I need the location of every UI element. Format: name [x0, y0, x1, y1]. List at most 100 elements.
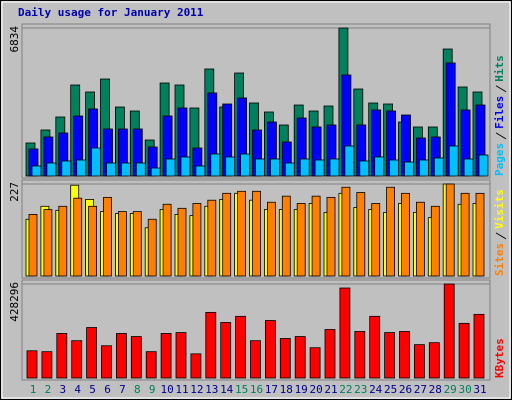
legend-entry: Sites: [493, 243, 506, 276]
bar: [225, 156, 236, 177]
bar: [71, 340, 83, 379]
bar: [404, 161, 414, 177]
bar: [43, 209, 53, 277]
bar: [145, 351, 157, 379]
legend-entry: Pages: [493, 143, 506, 176]
x-tick-label: 22: [339, 383, 352, 396]
bar: [28, 213, 38, 277]
bar: [192, 203, 202, 277]
legend-entry: Files: [493, 96, 506, 129]
x-tick-label: 18: [280, 383, 293, 396]
legend: Sites Visits: [493, 189, 506, 276]
x-tick-label: 20: [309, 383, 322, 396]
x-tick-label: 31: [473, 383, 486, 396]
bar: [430, 205, 440, 277]
bar: [195, 165, 206, 177]
x-tick-label: 1: [30, 383, 37, 396]
bar: [26, 350, 38, 379]
bar: [220, 322, 232, 379]
x-tick-label: 19: [295, 383, 308, 396]
bar: [460, 192, 470, 277]
bar: [165, 158, 176, 177]
bar: [473, 313, 485, 379]
x-tick-label: 5: [89, 383, 96, 396]
x-tick-label: 12: [190, 383, 203, 396]
bar: [118, 211, 127, 277]
bar: [175, 332, 187, 379]
bar: [478, 154, 489, 177]
x-tick-label: 24: [369, 383, 383, 396]
x-tick-label: 2: [45, 383, 52, 396]
bar: [369, 315, 381, 379]
bar: [58, 205, 68, 277]
bar: [475, 192, 485, 277]
x-tick-label: 9: [149, 383, 156, 396]
bar: [180, 156, 191, 177]
legend-entry: Hits: [493, 55, 506, 82]
bar: [433, 157, 444, 177]
bar: [359, 160, 370, 177]
bar: [106, 162, 116, 177]
bar: [374, 156, 385, 177]
x-tick-label: 4: [74, 383, 81, 396]
bar: [210, 153, 221, 177]
bar: [296, 203, 306, 277]
x-tick-label: 6: [104, 383, 111, 396]
bar: [91, 147, 101, 177]
bar: [443, 283, 455, 379]
bar: [130, 336, 142, 379]
bar: [150, 167, 161, 177]
x-tick-label: 25: [384, 383, 397, 396]
bar: [101, 345, 112, 379]
bar: [132, 211, 142, 277]
bar: [237, 190, 247, 277]
bar: [309, 347, 321, 379]
bar: [279, 338, 291, 379]
bar: [371, 203, 381, 277]
bar: [235, 315, 247, 379]
bar: [413, 344, 425, 379]
x-tick-label: 30: [458, 383, 471, 396]
x-tick-label: 27: [414, 383, 427, 396]
bar: [284, 162, 295, 177]
x-tick-label: 3: [59, 383, 66, 396]
bar: [205, 311, 217, 379]
bar: [162, 203, 172, 277]
x-tick-label: 8: [134, 383, 141, 396]
legend-entry: KBytes: [493, 338, 506, 378]
bar: [121, 162, 131, 177]
bar: [252, 190, 261, 277]
bar: [207, 199, 217, 277]
bar: [61, 160, 72, 177]
x-tick-label: 26: [399, 383, 412, 396]
x-tick-label: 11: [175, 383, 188, 396]
bar: [354, 331, 366, 379]
bar: [86, 327, 97, 379]
bar: [250, 340, 261, 379]
x-tick-label: 28: [429, 383, 442, 396]
y-tick-label: 6834: [8, 26, 21, 53]
bar: [103, 196, 112, 277]
legend: KBytes: [493, 338, 506, 378]
bar: [299, 158, 310, 177]
legend-separator: [495, 132, 507, 140]
bar: [341, 186, 351, 277]
bar: [389, 159, 400, 177]
bar: [329, 158, 340, 177]
bar: [116, 333, 127, 379]
bar: [88, 205, 97, 277]
bar: [264, 320, 276, 379]
bar: [386, 186, 396, 277]
bar: [339, 287, 351, 379]
bar: [384, 332, 396, 379]
bar: [190, 353, 202, 379]
x-tick-label: 7: [119, 383, 126, 396]
bar: [418, 159, 429, 177]
bar: [326, 196, 336, 277]
bar: [294, 336, 306, 379]
bar: [401, 192, 410, 277]
bar: [344, 145, 355, 177]
x-tick-label: 17: [265, 383, 278, 396]
